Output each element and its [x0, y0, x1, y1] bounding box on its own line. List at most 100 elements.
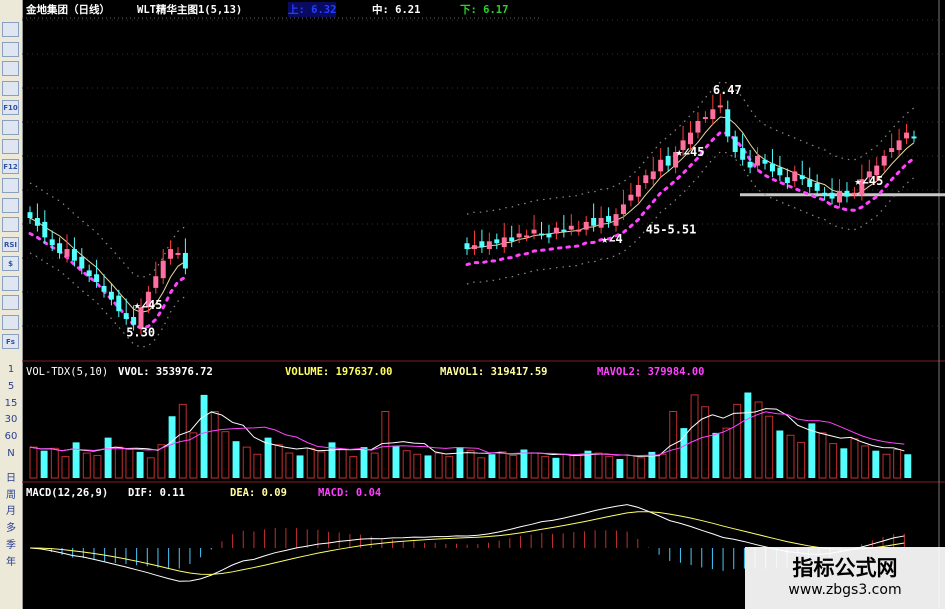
candle-body — [531, 229, 537, 234]
candle-body — [874, 165, 880, 176]
candle-body — [583, 221, 589, 230]
window-icon[interactable] — [2, 197, 19, 213]
trend-icon[interactable] — [2, 41, 19, 57]
volume-bar — [114, 446, 123, 479]
candle-body — [829, 192, 835, 199]
volume-bar — [754, 401, 763, 479]
volume-bar — [573, 454, 582, 479]
candle-body — [131, 317, 137, 325]
candle-body — [94, 274, 100, 283]
volume-bar — [765, 415, 774, 479]
volume-bar — [317, 451, 326, 479]
candle-body — [153, 276, 159, 288]
volume-bar — [616, 459, 624, 478]
period-0[interactable]: 1 — [7, 364, 15, 375]
period-6[interactable]: 日 — [6, 472, 16, 484]
notes-icon[interactable] — [2, 119, 19, 135]
candle-body — [702, 117, 708, 120]
volume-bar — [29, 446, 38, 479]
candle-body — [665, 155, 671, 166]
volume-bar — [669, 411, 678, 479]
candle-body — [881, 155, 887, 166]
volume-bar — [402, 450, 411, 479]
period-2[interactable]: 15 — [4, 397, 18, 409]
candle-body — [680, 140, 686, 151]
wave-icon[interactable] — [2, 217, 19, 232]
volume-bar — [509, 454, 518, 479]
period-10[interactable]: 季 — [6, 540, 16, 551]
period-9[interactable]: 多 — [6, 523, 16, 535]
price-annotation: ★∠45 — [854, 174, 883, 188]
period-4[interactable]: 60 — [4, 431, 18, 443]
period-5[interactable]: N — [7, 448, 15, 459]
period-7[interactable]: 周 — [6, 489, 16, 501]
volume-bar — [381, 411, 390, 479]
volume-bar — [50, 447, 59, 479]
table-icon[interactable] — [2, 80, 19, 96]
portfolio-icon[interactable] — [2, 178, 19, 193]
candle-body — [732, 136, 738, 152]
macd-value: MACD: 0.04 — [318, 487, 382, 499]
candle-body — [755, 155, 761, 166]
candle-body — [27, 212, 33, 218]
volume-bar — [328, 442, 336, 478]
candle-body — [628, 194, 634, 201]
volume-bar — [850, 438, 859, 479]
volume-bar — [306, 447, 315, 479]
period-11[interactable]: 年 — [6, 556, 16, 568]
volume-bar — [445, 456, 454, 479]
volume-bar — [488, 454, 496, 478]
move-icon[interactable] — [2, 275, 19, 291]
period-8[interactable]: 月 — [6, 506, 16, 518]
volume-bar — [776, 430, 784, 478]
volume-bar — [520, 449, 528, 478]
mavol1-line — [29, 408, 905, 457]
price-annotation: ★∠4 — [601, 232, 623, 246]
news-icon[interactable] — [2, 139, 19, 154]
dea-value: DEA: 0.09 — [230, 487, 287, 499]
volume-bar — [296, 455, 304, 478]
money-icon[interactable]: $ — [2, 256, 19, 271]
candle-body — [911, 136, 917, 139]
volume-bar — [498, 451, 507, 479]
kline-icon[interactable] — [2, 22, 19, 37]
period-3[interactable]: 30 — [4, 414, 18, 426]
candle-body — [613, 214, 619, 226]
volume-bar — [264, 437, 272, 478]
volume-bar — [733, 403, 742, 479]
volume-bar — [690, 394, 699, 479]
mavol2-value: MAVOL2: 379984.00 — [597, 366, 705, 378]
volume-indicator-name: VOL-TDX(5,10) — [26, 366, 109, 378]
candle-body — [591, 218, 597, 226]
candle-body — [658, 159, 664, 172]
volume-bar — [82, 452, 91, 479]
candle-body — [138, 307, 144, 329]
candle-body — [576, 229, 582, 232]
candle-body — [123, 313, 129, 319]
price-annotation: ★∠45 — [676, 145, 705, 159]
volume-bar — [904, 454, 912, 478]
price-annotation: 6.47 — [713, 83, 742, 97]
fs-icon[interactable]: Fs — [2, 334, 19, 349]
volume-bar — [786, 434, 795, 479]
candle-body — [896, 140, 902, 151]
candle-body — [539, 233, 544, 236]
volume-bar — [456, 447, 464, 478]
candle-body — [673, 152, 679, 168]
candle-body — [725, 109, 731, 137]
fundamentals-icon[interactable]: F10 — [2, 100, 19, 115]
macd-indicator-name: MACD(12,26,9) — [26, 487, 109, 499]
price-annotation: ★∠45 — [134, 298, 163, 312]
pencil-icon[interactable] — [2, 314, 19, 330]
volume-bar — [392, 445, 400, 478]
formula-icon[interactable]: F12 — [2, 158, 19, 174]
lower-band-value: 下: 6.17 — [460, 4, 509, 16]
exit-icon[interactable] — [2, 295, 19, 310]
candle-body — [57, 243, 63, 253]
ma-dotted-line — [465, 131, 916, 267]
period-1[interactable]: 5 — [7, 380, 15, 392]
bars-icon[interactable] — [2, 61, 19, 76]
rsi-icon[interactable]: RSI — [2, 236, 19, 252]
candle-body — [784, 177, 790, 184]
volume-bar — [370, 452, 379, 479]
